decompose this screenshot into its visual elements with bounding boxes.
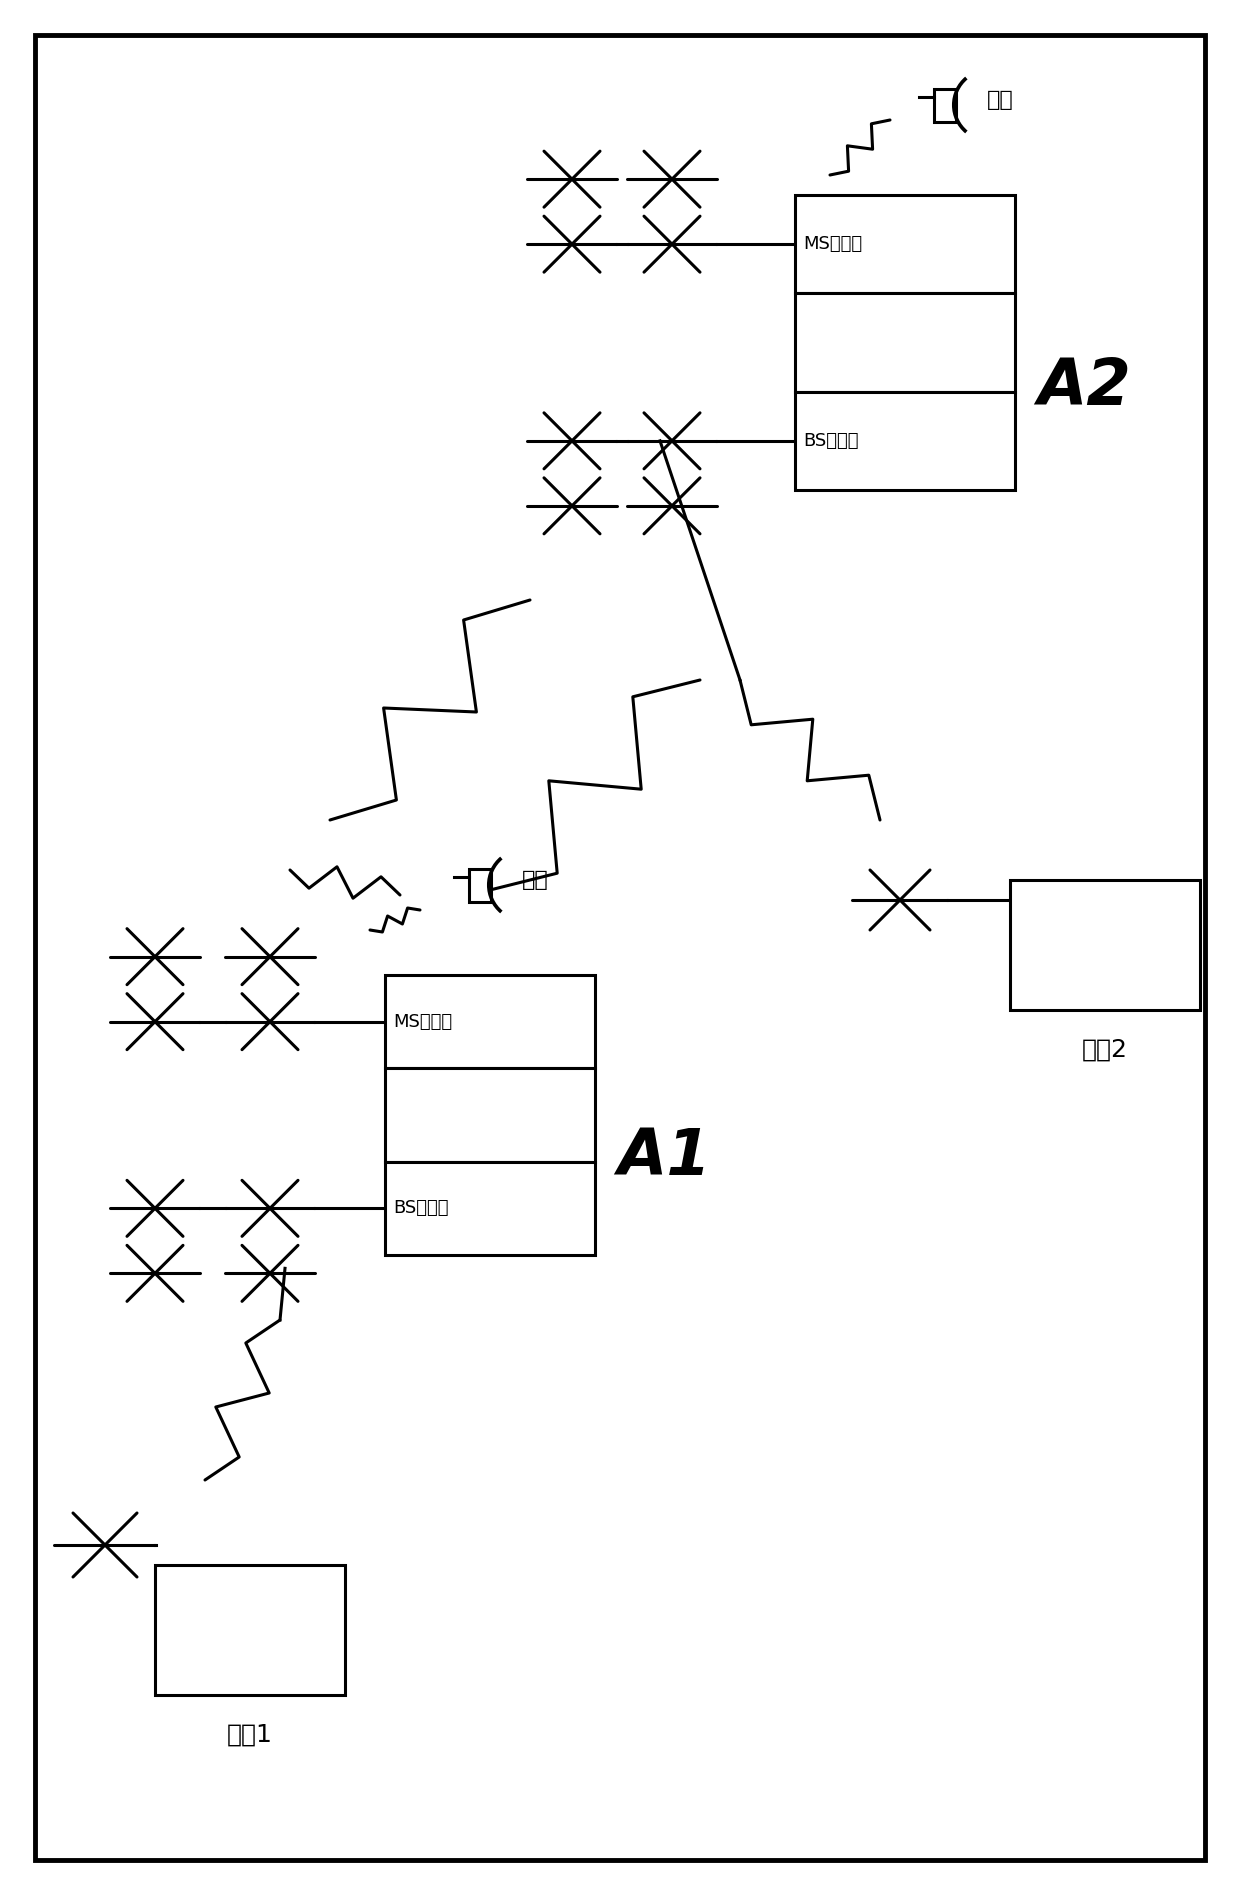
Bar [384, 976, 595, 1069]
Bar [384, 1069, 595, 1162]
Bar [934, 89, 956, 121]
Text: A1: A1 [618, 1126, 711, 1188]
Bar [384, 1162, 595, 1254]
Text: 用户: 用户 [522, 870, 549, 891]
Text: 基皙2: 基皙2 [1083, 1038, 1128, 1061]
Bar [1011, 879, 1200, 1010]
Bar [795, 392, 1016, 491]
Text: A2: A2 [1037, 356, 1131, 417]
Bar [795, 294, 1016, 392]
Bar [155, 1565, 345, 1694]
Text: BS子系统: BS子系统 [804, 432, 858, 449]
Text: MS子系统: MS子系统 [393, 1012, 453, 1031]
Text: BS子系统: BS子系统 [393, 1200, 449, 1217]
Bar [469, 868, 491, 902]
Text: 用户: 用户 [987, 89, 1014, 110]
Text: 基皙1: 基皙1 [227, 1723, 273, 1747]
Text: MS子系统: MS子系统 [804, 235, 862, 254]
Bar [795, 195, 1016, 294]
